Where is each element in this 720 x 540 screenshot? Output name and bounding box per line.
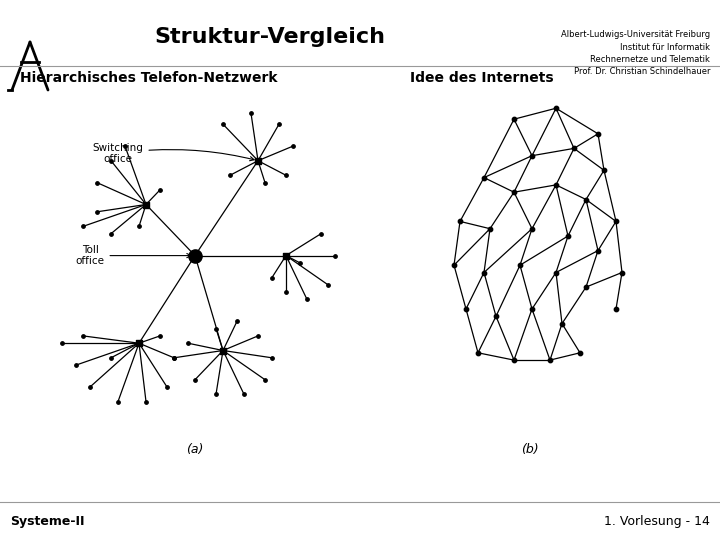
Point: [259, 178, 271, 187]
Text: Albert-Ludwigs-Universität Freiburg
Institut für Informatik
Rechnernetze und Tel: Albert-Ludwigs-Universität Freiburg Inst…: [561, 30, 710, 77]
Point: [112, 397, 124, 406]
Point: [526, 151, 538, 160]
Point: [460, 305, 472, 313]
Point: [154, 332, 166, 340]
Point: [514, 261, 526, 269]
Point: [77, 332, 89, 340]
Point: [217, 346, 229, 355]
Text: Toll
office: Toll office: [76, 245, 191, 266]
Text: Switching
office: Switching office: [93, 143, 254, 164]
Point: [133, 339, 145, 348]
Point: [454, 217, 466, 226]
Point: [329, 251, 341, 260]
Point: [77, 222, 89, 231]
Point: [266, 354, 278, 362]
Point: [526, 305, 538, 313]
Point: [616, 268, 628, 277]
Text: 1. Vorlesung - 14: 1. Vorlesung - 14: [604, 516, 710, 529]
Point: [490, 312, 502, 321]
Point: [508, 188, 520, 197]
Point: [105, 230, 117, 238]
Point: [280, 288, 292, 296]
Point: [580, 195, 592, 204]
Point: [252, 157, 264, 165]
Point: [562, 232, 574, 240]
Point: [274, 120, 285, 129]
Point: [133, 222, 145, 231]
Point: [91, 207, 103, 216]
Point: [593, 246, 604, 255]
Point: [449, 261, 460, 269]
Point: [182, 339, 194, 348]
Point: [280, 251, 292, 260]
Text: (b): (b): [521, 443, 539, 456]
Point: [105, 354, 117, 362]
Point: [189, 251, 201, 260]
Point: [224, 171, 235, 180]
Point: [598, 166, 610, 174]
Point: [472, 348, 484, 357]
Point: [91, 178, 103, 187]
Point: [140, 397, 152, 406]
Point: [544, 356, 556, 364]
Point: [550, 104, 562, 112]
Point: [557, 319, 568, 328]
Point: [217, 120, 229, 129]
Point: [287, 142, 299, 151]
Point: [280, 171, 292, 180]
Point: [189, 375, 201, 384]
Point: [154, 186, 166, 194]
Point: [478, 268, 490, 277]
Point: [246, 109, 257, 118]
Point: [301, 295, 312, 303]
Point: [508, 356, 520, 364]
Point: [266, 273, 278, 282]
Point: [568, 144, 580, 153]
Point: [71, 361, 82, 369]
Point: [105, 157, 117, 165]
Point: [611, 305, 622, 313]
Point: [550, 180, 562, 189]
Point: [315, 230, 327, 238]
Point: [210, 390, 222, 399]
Text: Idee des Internets: Idee des Internets: [410, 71, 554, 85]
Point: [56, 339, 68, 348]
Point: [168, 354, 180, 362]
Point: [259, 375, 271, 384]
Point: [611, 217, 622, 226]
Text: Systeme-II: Systeme-II: [10, 516, 84, 529]
Point: [168, 354, 180, 362]
Point: [478, 173, 490, 182]
Point: [238, 390, 250, 399]
Text: (a): (a): [186, 443, 204, 456]
Point: [120, 142, 131, 151]
Point: [593, 130, 604, 138]
Point: [580, 283, 592, 292]
Point: [210, 325, 222, 333]
Point: [231, 317, 243, 326]
Point: [140, 200, 152, 209]
Point: [252, 332, 264, 340]
Text: Struktur-Vergleich: Struktur-Vergleich: [155, 27, 385, 47]
Point: [485, 225, 496, 233]
Text: Hierarchisches Telefon-Netzwerk: Hierarchisches Telefon-Netzwerk: [20, 71, 277, 85]
Point: [294, 259, 306, 267]
Point: [550, 268, 562, 277]
Point: [508, 115, 520, 124]
Point: [526, 225, 538, 233]
Point: [575, 348, 586, 357]
Point: [161, 383, 173, 391]
Point: [84, 383, 96, 391]
Point: [323, 280, 334, 289]
